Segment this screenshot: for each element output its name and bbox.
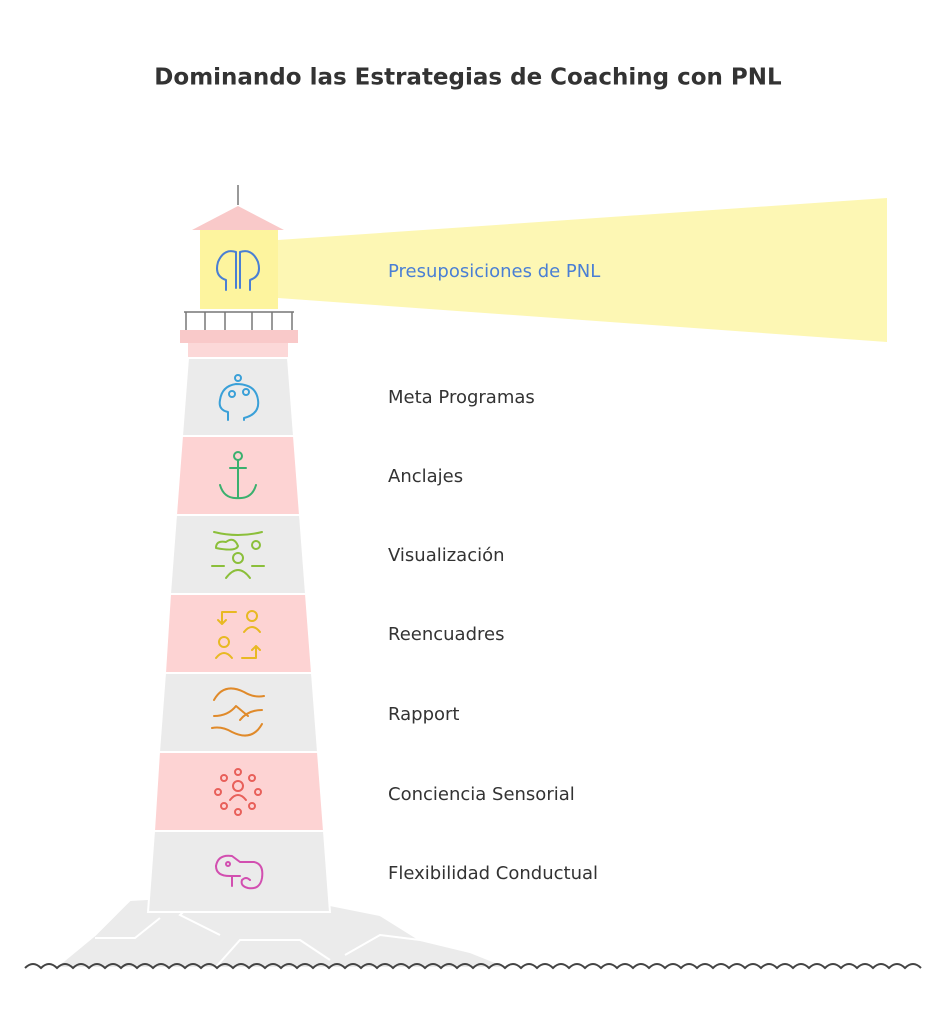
level-label: Anclajes xyxy=(388,466,463,487)
gallery-base xyxy=(188,343,288,357)
level-label: Rapport xyxy=(388,704,459,725)
chameleon-icon xyxy=(215,854,264,890)
visualization-icon xyxy=(211,531,265,579)
gallery xyxy=(180,330,298,343)
roof xyxy=(192,206,284,230)
level-label: Visualización xyxy=(388,545,505,566)
title: Dominando las Estrategias de Coaching co… xyxy=(154,65,782,91)
light-beam xyxy=(278,198,887,342)
tower xyxy=(146,357,332,913)
level-label: Conciencia Sensorial xyxy=(388,784,575,805)
beam-label: Presuposiciones de PNL xyxy=(388,261,600,282)
railing xyxy=(184,311,294,330)
reframe-icon xyxy=(215,610,261,659)
senses-icon xyxy=(214,768,262,816)
anchor-icon xyxy=(219,451,257,500)
level-label: Flexibilidad Conductual xyxy=(388,863,598,884)
heads-icon xyxy=(216,250,260,291)
level-label: Meta Programas xyxy=(388,387,535,408)
handshake-icon xyxy=(211,687,265,737)
waves xyxy=(24,963,922,970)
level-label: Reencuadres xyxy=(388,624,504,645)
brain-icon xyxy=(218,374,260,421)
rocks xyxy=(52,894,511,969)
